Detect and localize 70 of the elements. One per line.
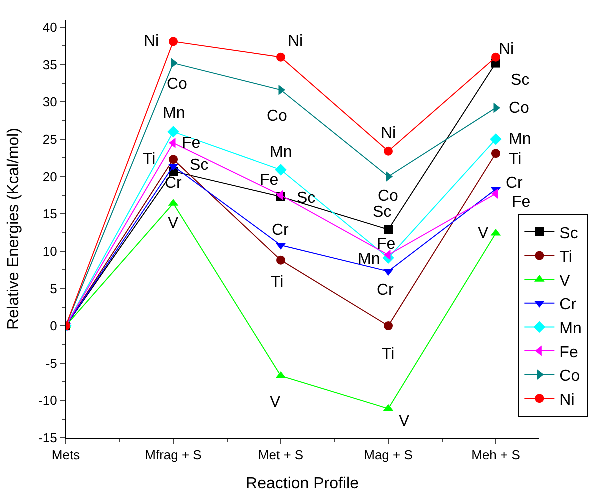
y-tick-label: 5	[50, 281, 58, 296]
point	[276, 256, 286, 265]
x-axis-title: Reaction Profile	[246, 475, 360, 492]
annotation: Ti	[382, 346, 395, 363]
point	[168, 126, 180, 138]
x-tick-label: Mag + S	[364, 448, 414, 463]
point	[276, 52, 286, 62]
legend-label: Mn	[560, 320, 582, 338]
annotation: V	[399, 413, 410, 430]
point	[492, 52, 500, 62]
point	[384, 225, 393, 234]
annotation: Co	[167, 76, 188, 93]
legend-label: Fe	[560, 344, 578, 362]
x-tick-label: Mets	[52, 448, 81, 463]
annotation: V	[168, 215, 179, 232]
y-tick-label: 20	[42, 169, 58, 184]
annotation: Ni	[381, 125, 396, 142]
annotation: V	[478, 225, 489, 242]
point	[275, 164, 287, 176]
y-tick-label: -5	[46, 356, 58, 371]
annotation: V	[270, 394, 281, 411]
point	[169, 37, 178, 46]
point	[490, 134, 502, 146]
annotation: Mn	[509, 131, 532, 148]
y-tick-label: 10	[42, 244, 58, 259]
annotation: Co	[378, 188, 399, 205]
annotation: Fe	[512, 194, 531, 211]
annotation: Ti	[143, 151, 156, 168]
annotation: Co	[509, 100, 530, 117]
x-tick-label: Met + S	[258, 448, 304, 463]
point	[492, 149, 500, 158]
annotation: Sc	[373, 204, 392, 221]
annotation: Co	[267, 108, 288, 125]
y-tick-label: -15	[38, 430, 58, 446]
annotation: Cr	[506, 175, 524, 192]
y-tick-label: 0	[50, 318, 58, 334]
annotation: Mn	[270, 144, 292, 161]
annotation: Sc	[297, 190, 316, 207]
annotation: Mn	[358, 251, 380, 268]
x-tick-label: Mfrag + S	[145, 448, 202, 463]
annotation: Ni	[499, 41, 514, 58]
legend-label: V	[560, 272, 571, 290]
annotation: Sc	[511, 72, 530, 89]
annotation: Ti	[509, 151, 522, 168]
annotation: Fe	[377, 236, 396, 253]
x-tick-label: Meh + S	[472, 448, 521, 463]
annotation: Mn	[163, 105, 186, 122]
point	[384, 322, 393, 331]
legend-label: Sc	[560, 225, 578, 242]
legend-label: Cr	[560, 296, 578, 314]
annotation: Cr	[377, 282, 395, 299]
annotation: Ni	[144, 33, 160, 50]
y-tick-label: 30	[42, 94, 58, 110]
legend-label: Ti	[560, 249, 572, 266]
annotation: Fe	[182, 135, 201, 152]
y-tick-label: 35	[42, 57, 58, 72]
annotation: Cr	[272, 222, 290, 239]
point	[169, 155, 178, 164]
legend-label: Ni	[560, 392, 575, 409]
annotation: Fe	[260, 172, 279, 189]
annotation: Sc	[190, 157, 209, 174]
y-tick-label: 15	[42, 206, 58, 222]
y-tick-label: 40	[42, 20, 58, 36]
y-axis-title: Relative Energies (Kcal/mol)	[6, 128, 23, 330]
annotation: Ni	[288, 33, 304, 50]
y-tick-label: -10	[38, 393, 58, 408]
y-tick-label: 25	[42, 132, 58, 147]
point	[384, 146, 393, 156]
annotation: Ti	[271, 274, 284, 291]
legend-label: Co	[560, 368, 580, 386]
